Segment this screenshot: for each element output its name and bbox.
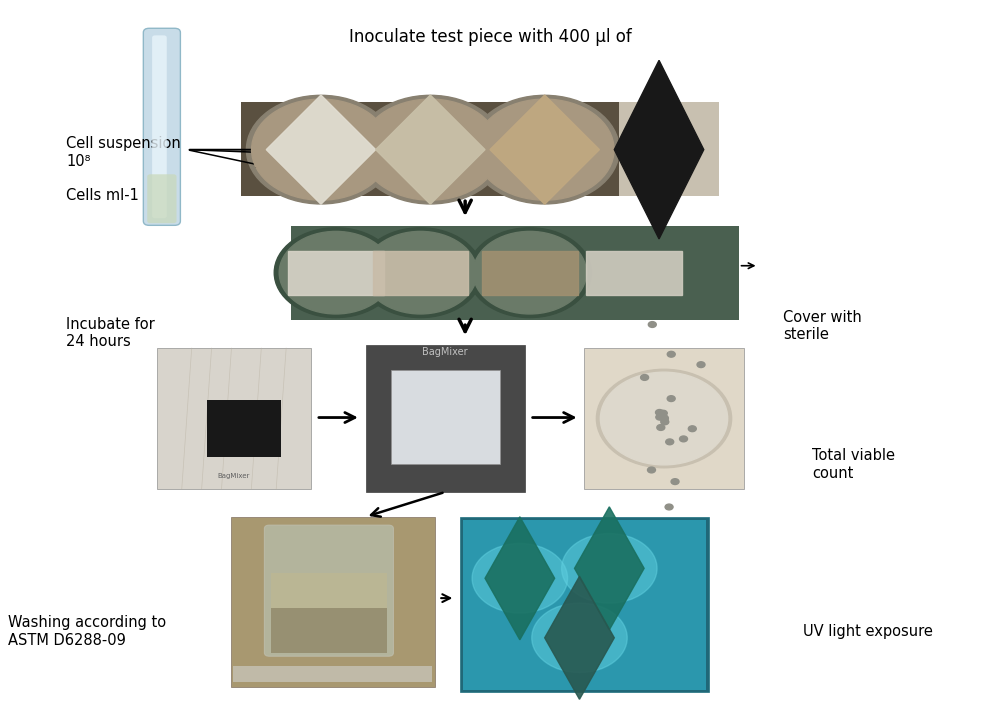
Circle shape [275, 228, 397, 318]
Text: Inoculate test piece with 400 μl of: Inoculate test piece with 400 μl of [349, 28, 632, 46]
Polygon shape [373, 251, 468, 296]
Bar [291, 226, 739, 320]
Circle shape [641, 374, 648, 380]
Bar [232, 517, 436, 687]
Circle shape [660, 416, 668, 422]
Circle shape [667, 396, 675, 402]
Circle shape [561, 533, 657, 603]
Bar [233, 666, 433, 682]
Polygon shape [544, 576, 614, 700]
Bar [157, 348, 311, 489]
Text: BagMixer: BagMixer [217, 473, 249, 479]
Circle shape [647, 467, 655, 473]
Circle shape [532, 603, 627, 672]
Polygon shape [485, 517, 554, 640]
Text: UV light exposure: UV light exposure [802, 624, 933, 639]
Circle shape [660, 415, 668, 420]
Circle shape [657, 425, 665, 430]
Circle shape [648, 321, 656, 327]
Circle shape [470, 95, 619, 204]
Bar [585, 348, 744, 489]
Circle shape [661, 419, 669, 425]
Text: Incubate for
24 hours: Incubate for 24 hours [66, 317, 155, 349]
FancyBboxPatch shape [143, 29, 181, 226]
Text: Total viable
count: Total viable count [812, 448, 896, 480]
Circle shape [251, 99, 390, 200]
Polygon shape [587, 251, 682, 296]
Polygon shape [490, 95, 599, 204]
Bar [241, 102, 719, 196]
Polygon shape [266, 95, 376, 204]
Circle shape [476, 99, 614, 200]
Circle shape [671, 479, 679, 485]
Text: BagMixer: BagMixer [423, 347, 468, 357]
Circle shape [665, 504, 673, 510]
Circle shape [364, 231, 477, 314]
Circle shape [361, 99, 499, 200]
Polygon shape [288, 251, 384, 296]
Circle shape [659, 410, 667, 416]
FancyBboxPatch shape [265, 525, 393, 657]
Bar [272, 608, 387, 653]
Circle shape [356, 95, 505, 204]
Polygon shape [614, 60, 703, 239]
FancyBboxPatch shape [152, 35, 167, 218]
Polygon shape [482, 251, 578, 296]
Bar [460, 517, 708, 692]
Circle shape [246, 95, 395, 204]
Circle shape [359, 228, 482, 318]
Circle shape [666, 439, 674, 445]
Text: Cell suspension
10⁸

Cells ml-1: Cell suspension 10⁸ Cells ml-1 [66, 136, 181, 203]
Circle shape [656, 415, 664, 420]
Polygon shape [376, 95, 485, 204]
Circle shape [689, 426, 697, 432]
Bar [366, 345, 525, 492]
Bar [272, 574, 387, 608]
FancyBboxPatch shape [147, 174, 177, 223]
Polygon shape [575, 507, 645, 630]
Circle shape [596, 369, 732, 468]
Bar [619, 102, 719, 196]
Circle shape [472, 543, 568, 613]
Text: Washing according to
ASTM D6288-09: Washing according to ASTM D6288-09 [8, 615, 166, 648]
Bar [207, 400, 282, 458]
Bar [390, 370, 500, 464]
Circle shape [468, 228, 592, 318]
Circle shape [280, 231, 392, 314]
Bar [463, 520, 705, 690]
Text: Cover with
sterile: Cover with sterile [783, 310, 862, 342]
Circle shape [473, 231, 587, 314]
Circle shape [697, 362, 705, 367]
Circle shape [655, 410, 663, 415]
Circle shape [667, 352, 675, 357]
Circle shape [600, 372, 728, 465]
Circle shape [680, 436, 688, 442]
